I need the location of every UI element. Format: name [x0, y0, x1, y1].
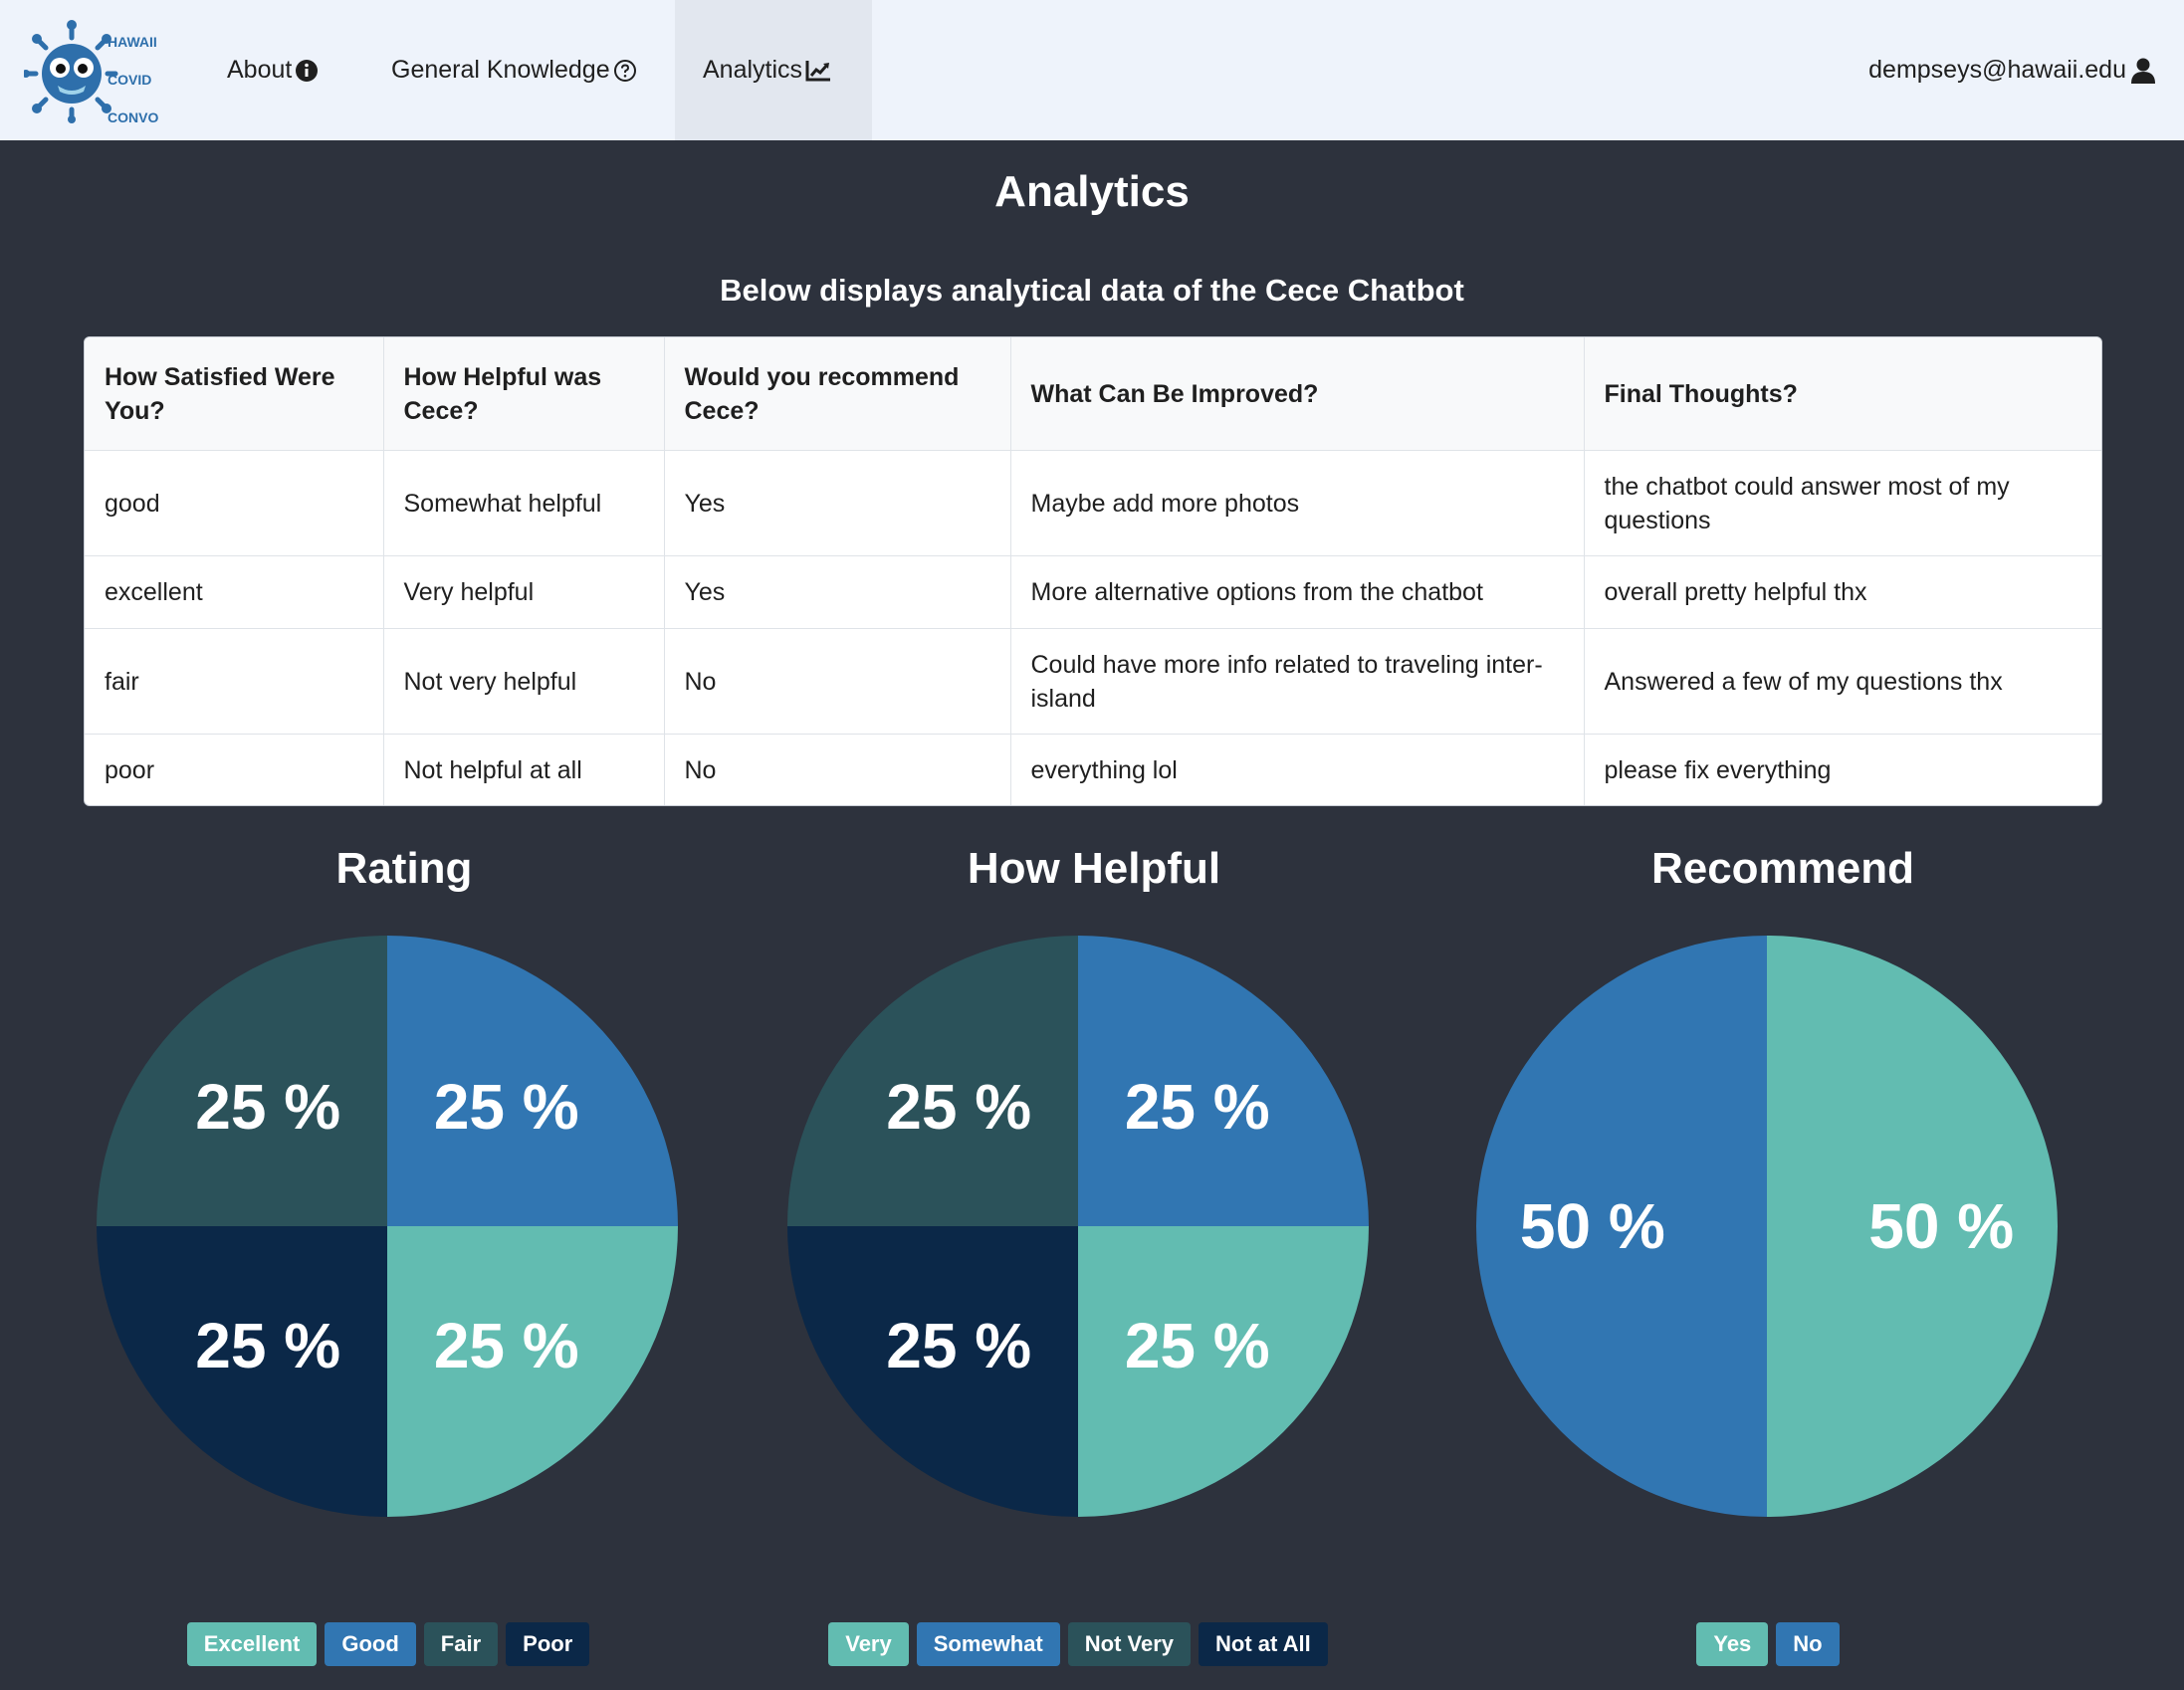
pie-slice-label: 25 %: [886, 1071, 1031, 1143]
table-cell: excellent: [85, 555, 384, 629]
table-row: excellent Very helpful Yes More alternat…: [85, 555, 2101, 629]
page-title: Analytics: [994, 167, 1190, 216]
table-cell: More alternative options from the chatbo…: [1010, 555, 1585, 629]
table-cell: fair: [85, 628, 384, 735]
nav-about-label: About: [227, 56, 293, 84]
pie-slice-label: 50 %: [1520, 1190, 1665, 1262]
column-header: Final Thoughts?: [1584, 337, 2101, 451]
table-cell: good: [85, 450, 384, 556]
legend-item-excellent[interactable]: Excellent: [186, 1622, 318, 1666]
table-cell: Not very helpful: [383, 628, 665, 735]
legend-item-not-very[interactable]: Not Very: [1067, 1622, 1192, 1666]
user-menu[interactable]: dempseys@hawaii.edu: [1868, 0, 2156, 140]
feedback-table: How Satisfied Were You? How Helpful was …: [84, 336, 2102, 806]
info-circle-icon: [296, 59, 319, 82]
legend-item-good[interactable]: Good: [325, 1622, 416, 1666]
table-header-row: How Satisfied Were You? How Helpful was …: [85, 337, 2101, 451]
table-row: fair Not very helpful No Could have more…: [85, 628, 2101, 735]
pie-slice-very[interactable]: [1078, 1226, 1369, 1517]
pie-slice-label: 25 %: [1125, 1071, 1270, 1143]
covid-convo-logo[interactable]: [24, 18, 171, 123]
pie-slice-yes[interactable]: [1767, 936, 2058, 1517]
table-cell: Yes: [664, 450, 1011, 556]
table-cell: please fix everything: [1604, 756, 1832, 784]
nav-general-knowledge-label: General Knowledge: [391, 56, 610, 84]
table-row: poor Not helpful at all No everything lo…: [85, 734, 2101, 805]
pie-slice-somewhat[interactable]: [1078, 936, 1369, 1226]
column-header: What Can Be Improved?: [1010, 337, 1585, 451]
legend-item-fair[interactable]: Fair: [423, 1622, 499, 1666]
rating-chart-title: Rating: [335, 844, 473, 893]
pie-slice-label: 25 %: [434, 1310, 579, 1381]
table-cell: Maybe add more photos: [1010, 450, 1585, 556]
legend-item-yes[interactable]: Yes: [1696, 1622, 1769, 1666]
how-helpful-chart-title: How Helpful: [967, 844, 1221, 893]
pie-slice-label: 25 %: [1125, 1310, 1270, 1381]
logo-line: CONVO: [108, 109, 159, 125]
pie-slice-poor[interactable]: [97, 1226, 387, 1517]
nav-general-knowledge[interactable]: General Knowledge: [391, 0, 637, 140]
pie-slice-label: 25 %: [434, 1071, 579, 1143]
table-cell: No: [664, 734, 1011, 805]
table-cell: Answered a few of my questions thx: [1584, 628, 2101, 735]
rating-legend: Excellent Good Fair Poor: [40, 1622, 737, 1666]
table-cell: Very helpful: [383, 555, 665, 629]
how-helpful-pie-chart: 25 % 25 % 25 % 25 %: [787, 936, 1369, 1517]
table-cell: Somewhat helpful: [383, 450, 665, 556]
column-header: Would you recommend Cece?: [664, 337, 1011, 451]
legend-item-poor[interactable]: Poor: [506, 1622, 590, 1666]
recommend-legend: Yes No: [1420, 1622, 2116, 1666]
user-icon: [2131, 58, 2155, 84]
pie-slice-excellent[interactable]: [387, 1226, 678, 1517]
legend-item-very[interactable]: Very: [828, 1622, 909, 1666]
table-cell: overall pretty helpful thx: [1584, 555, 2101, 629]
navbar: HAWAII COVID CONVO About General Knowled…: [0, 0, 2184, 140]
recommend-chart-title: Recommend: [1650, 844, 1915, 893]
pie-slice-not-very[interactable]: [787, 936, 1078, 1226]
rating-pie-chart: 25 % 25 % 25 % 25 %: [97, 936, 678, 1517]
legend-item-not-at-all[interactable]: Not at All: [1199, 1622, 1328, 1666]
user-email: dempseys@hawaii.edu: [1868, 56, 2126, 84]
pie-slice-no[interactable]: [1476, 936, 1767, 1517]
recommend-pie-chart: 50 % 50 %: [1476, 936, 2058, 1517]
table-row: good Somewhat helpful Yes Maybe add more…: [85, 450, 2101, 556]
question-circle-icon: [613, 59, 636, 82]
nav-about[interactable]: About: [227, 0, 319, 140]
pie-slice-label: 50 %: [1868, 1190, 2014, 1262]
chart-line-icon: [805, 60, 831, 81]
logo-line: HAWAII: [108, 34, 157, 50]
pie-slice-label: 25 %: [195, 1071, 340, 1143]
pie-slice-label: 25 %: [195, 1310, 340, 1381]
page-subtitle: Below displays analytical data of the Ce…: [720, 273, 1464, 308]
pie-slice-good[interactable]: [387, 936, 678, 1226]
table-cell: everything lol: [1010, 734, 1585, 805]
nav-analytics[interactable]: Analytics: [675, 0, 872, 140]
table-cell: Could have more info related to travelin…: [1010, 628, 1585, 735]
how-helpful-legend: Very Somewhat Not Very Not at All: [730, 1622, 1426, 1666]
nav-analytics-label: Analytics: [703, 56, 803, 84]
table-cell: No: [664, 628, 1011, 735]
pie-slice-label: 25 %: [886, 1310, 1031, 1381]
legend-item-somewhat[interactable]: Somewhat: [916, 1622, 1060, 1666]
logo-text: HAWAII COVID CONVO: [108, 22, 167, 137]
legend-item-no[interactable]: No: [1776, 1622, 1840, 1666]
column-header: How Satisfied Were You?: [85, 337, 384, 451]
table-cell: poor: [85, 734, 384, 805]
table-cell: the chatbot could answer most of my ques…: [1584, 450, 2101, 556]
table-cell: Not helpful at all: [383, 734, 665, 805]
logo-line: COVID: [108, 72, 152, 88]
pie-slice-not-at-all[interactable]: [787, 1226, 1078, 1517]
pie-slice-fair[interactable]: [97, 936, 387, 1226]
table-cell: Yes: [664, 555, 1011, 629]
column-header: How Helpful was Cece?: [383, 337, 665, 451]
